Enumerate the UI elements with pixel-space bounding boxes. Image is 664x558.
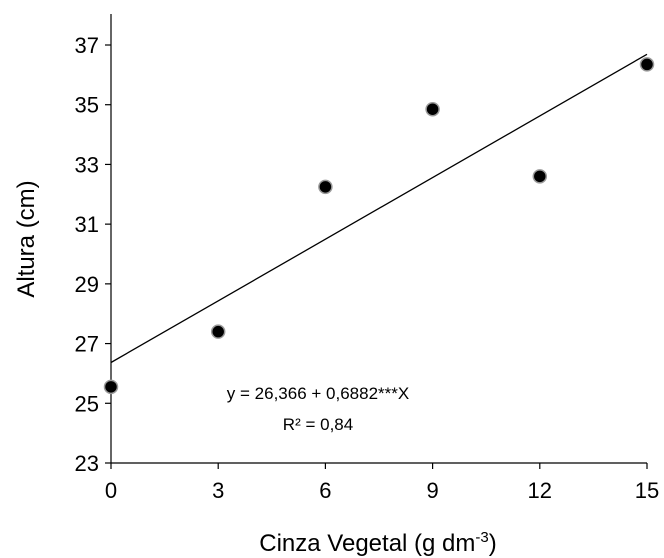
x-tick-label: 3: [212, 478, 224, 503]
y-tick-label: 25: [75, 391, 99, 416]
y-tick-label: 35: [75, 93, 99, 118]
data-point: [639, 57, 655, 72]
data-point: [425, 101, 440, 117]
r-squared-annotation: R² = 0,84: [283, 415, 353, 434]
x-axis-title-main: Cinza Vegetal (g dm: [259, 530, 475, 557]
y-tick-label: 27: [75, 332, 99, 357]
x-axis-title-end: ): [489, 530, 497, 557]
y-tick-label: 23: [75, 451, 99, 476]
data-point: [210, 324, 226, 339]
data-points: [103, 57, 655, 395]
x-tick-label: 0: [105, 478, 117, 503]
x-tick-label: 15: [635, 478, 659, 503]
equation-annotation: y = 26,366 + 0,6882***X: [227, 384, 409, 403]
data-point: [318, 179, 333, 195]
data-point: [532, 169, 548, 184]
y-tick-label: 31: [75, 212, 99, 237]
x-axis-title: Cinza Vegetal (g dm-3): [259, 529, 496, 557]
data-point: [103, 379, 119, 395]
y-tick-label: 33: [75, 152, 99, 177]
y-tick-label: 29: [75, 272, 99, 297]
x-tick-label: 12: [528, 478, 552, 503]
y-axis-title: Altura (cm): [13, 180, 40, 297]
x-axis-title-superscript: -3: [475, 529, 488, 546]
y-tick-label: 37: [75, 33, 99, 58]
y-axis-ticks: 23 25 27 29 31 33 35 37: [75, 33, 111, 476]
trendline: [110, 53, 648, 364]
x-axis-ticks: 0 3 6 9 12 15: [105, 463, 659, 503]
x-tick-label: 6: [319, 478, 331, 503]
x-tick-label: 9: [426, 478, 438, 503]
plot-area: 23 25 27 29 31 33 35 37 0 3 6 9 12 15: [75, 14, 659, 503]
